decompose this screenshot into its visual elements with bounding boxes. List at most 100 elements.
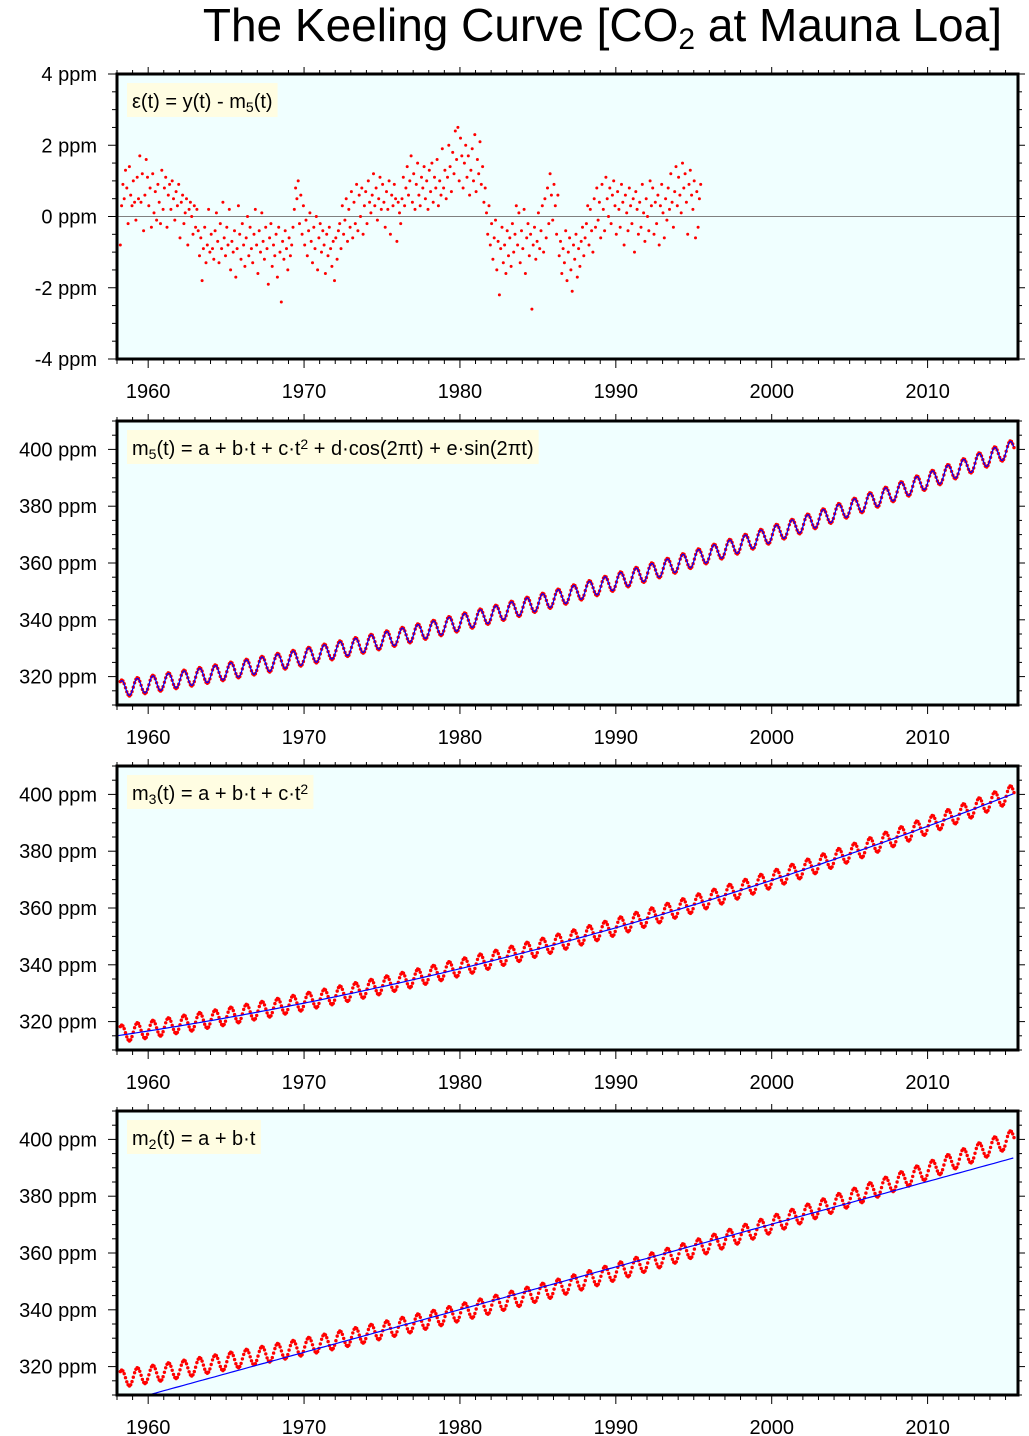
residual-point: [400, 197, 404, 201]
residual-point: [595, 186, 599, 190]
observed-point: [791, 1208, 795, 1212]
residual-point: [464, 143, 468, 147]
observed-point: [449, 963, 454, 967]
observed-point: [803, 1207, 807, 1212]
observed-point: [287, 1348, 291, 1352]
observed-point: [729, 1228, 733, 1232]
residual-point: [173, 218, 177, 222]
residual-point: [222, 236, 226, 240]
residual-point: [561, 247, 565, 251]
observed-point: [955, 1165, 959, 1170]
residual-point: [165, 225, 169, 229]
observed-point: [736, 1240, 741, 1245]
observed-point: [436, 1319, 441, 1324]
observed-point: [413, 1317, 417, 1321]
residual-point: [516, 243, 520, 247]
residual-point: [177, 182, 181, 186]
residual-point: [379, 207, 383, 211]
observed-point: [505, 1299, 510, 1303]
residual-point: [443, 168, 447, 172]
observed-point: [542, 1282, 546, 1286]
observed-point: [154, 1371, 159, 1375]
observed-point: [1001, 1147, 1006, 1152]
residual-point: [253, 207, 257, 211]
residual-point: [605, 197, 609, 201]
observed-point: [879, 1185, 884, 1190]
observed-point: [817, 1207, 821, 1211]
observed-point: [885, 831, 889, 835]
observed-point: [239, 1016, 243, 1021]
observed-point: [822, 852, 826, 857]
residual-point: [361, 232, 365, 236]
y-tick-label: 320 ppm: [19, 667, 97, 689]
observed-point: [238, 1364, 242, 1369]
observed-point: [138, 1369, 142, 1374]
y-tick-label: 320 ppm: [19, 1357, 97, 1379]
residual-point: [530, 307, 534, 311]
residual-point: [359, 215, 362, 218]
y-tick-label: 400 ppm: [19, 1129, 97, 1151]
observed-point: [892, 843, 897, 847]
residual-point: [621, 200, 625, 204]
observed-point: [210, 1013, 215, 1017]
formula-part: 5: [246, 99, 254, 115]
observed-point: [808, 1205, 812, 1210]
residual-point: [303, 243, 307, 247]
observed-point: [995, 793, 999, 797]
observed-point: [987, 805, 991, 809]
residual-point: [204, 261, 208, 265]
observed-point: [191, 1373, 195, 1377]
observed-point: [218, 1364, 222, 1369]
observed-point: [557, 933, 561, 937]
residual-point: [265, 247, 269, 251]
observed-point: [139, 1373, 143, 1378]
observed-point: [544, 1288, 549, 1293]
observed-point: [925, 1173, 929, 1178]
observed-point: [296, 1005, 300, 1009]
observed-point: [471, 1315, 476, 1319]
observed-point: [319, 992, 324, 996]
residual-point: [556, 193, 560, 197]
observed-point: [514, 1300, 519, 1305]
residual-point: [442, 186, 446, 190]
residual-point: [629, 204, 633, 208]
residual-point: [661, 211, 665, 215]
observed-point: [356, 984, 360, 988]
observed-point: [777, 870, 781, 875]
observed-point: [631, 916, 636, 920]
residual-point: [385, 190, 388, 194]
observed-point: [208, 1022, 212, 1026]
residual-point: [296, 179, 300, 183]
observed-point: [818, 1202, 823, 1207]
residual-point: [375, 218, 379, 222]
residual-point: [430, 161, 434, 165]
residual-point: [366, 179, 370, 183]
observed-point: [908, 837, 912, 842]
observed-point: [203, 1022, 207, 1026]
observed-point: [636, 914, 641, 918]
residual-point: [168, 182, 172, 186]
residual-point: [387, 179, 391, 183]
residual-point: [670, 200, 674, 204]
residual-point: [559, 239, 562, 243]
residual-point: [321, 229, 325, 233]
observed-point: [206, 1025, 211, 1029]
residual-point: [687, 182, 691, 186]
residual-point: [625, 211, 629, 215]
observed-point: [262, 1348, 267, 1352]
residual-point: [408, 179, 412, 183]
data-layer: [117, 784, 1016, 1043]
observed-point: [162, 1370, 167, 1375]
observed-point: [934, 1165, 938, 1169]
observed-point: [261, 1000, 265, 1004]
observed-point: [933, 816, 937, 821]
residual-point: [640, 182, 644, 186]
observed-point: [651, 1251, 655, 1256]
model-curve: [148, 1157, 1014, 1395]
observed-point: [319, 1337, 324, 1342]
observed-point: [1004, 1139, 1008, 1144]
observed-point: [518, 958, 523, 962]
plot-area: [117, 421, 1018, 705]
observed-point: [597, 934, 602, 938]
residual-point: [264, 225, 268, 229]
